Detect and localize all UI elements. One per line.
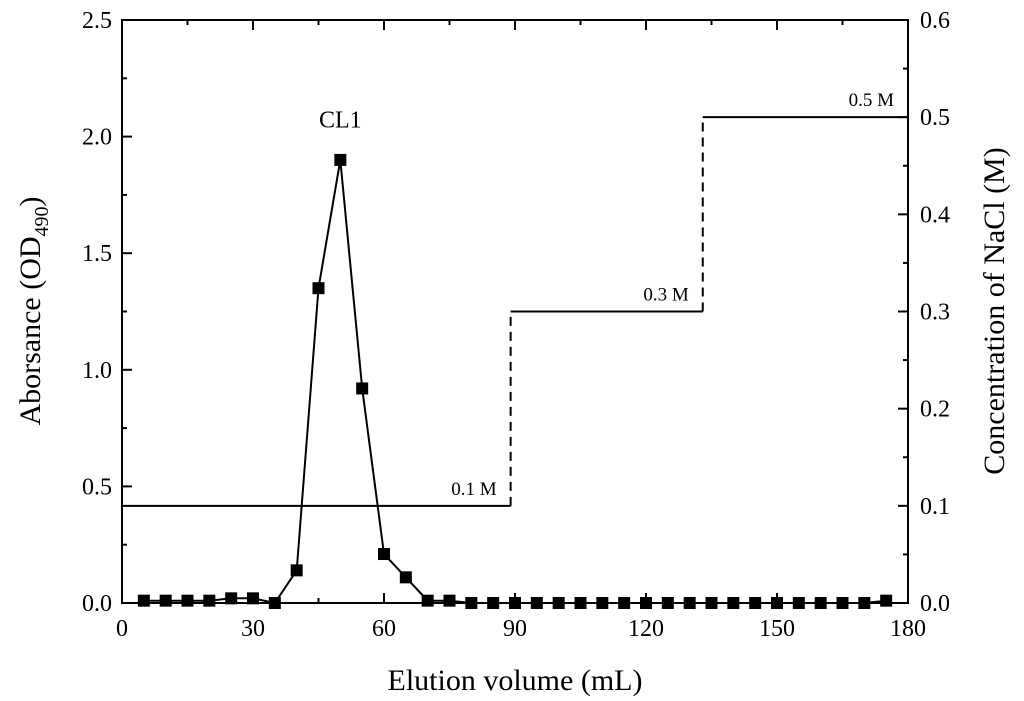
y2-tick-label: 0.4 bbox=[920, 202, 950, 228]
absorbance-point bbox=[290, 564, 303, 577]
y-tick-label: 0.0 bbox=[82, 591, 112, 617]
absorbance-point bbox=[399, 571, 412, 584]
absorbance-point bbox=[378, 548, 390, 561]
absorbance-point bbox=[552, 597, 565, 609]
nacl-step-label: 0.5 M bbox=[849, 90, 895, 111]
absorbance-point bbox=[421, 594, 434, 607]
y2-tick-label: 0.1 bbox=[920, 494, 950, 520]
absorbance-point bbox=[509, 597, 521, 609]
x-tick-label: 120 bbox=[628, 616, 664, 642]
y-axis-title-end: ) bbox=[14, 196, 47, 206]
absorbance-point bbox=[596, 597, 609, 609]
y-tick-label: 2.0 bbox=[82, 125, 112, 151]
x-tick-label: 30 bbox=[241, 616, 265, 642]
x-tick-label: 90 bbox=[503, 616, 527, 642]
y-tick-label: 1.0 bbox=[82, 358, 112, 384]
absorbance-point bbox=[858, 597, 871, 609]
absorbance-series bbox=[137, 153, 893, 609]
chart-annotations: CL1 bbox=[319, 107, 362, 133]
absorbance-point bbox=[159, 594, 172, 607]
absorbance-point bbox=[727, 597, 740, 609]
absorbance-point bbox=[574, 597, 587, 609]
peak-label: CL1 bbox=[319, 107, 362, 133]
absorbance-point bbox=[203, 594, 216, 607]
absorbance-point bbox=[465, 597, 478, 609]
absorbance-point bbox=[749, 597, 762, 609]
y-axis-title-subscript: 490 bbox=[31, 206, 53, 236]
y2-tick-label: 0.3 bbox=[920, 300, 950, 326]
x-tick-label: 180 bbox=[890, 616, 926, 642]
absorbance-point bbox=[618, 597, 631, 609]
x-axis-title: Elution volume (mL) bbox=[388, 664, 643, 697]
absorbance-point bbox=[312, 282, 325, 295]
absorbance-point bbox=[268, 597, 281, 609]
absorbance-point bbox=[356, 382, 369, 395]
absorbance-point bbox=[880, 594, 893, 607]
y-tick-label: 1.5 bbox=[82, 241, 112, 267]
absorbance-point bbox=[225, 592, 238, 605]
absorbance-point bbox=[705, 597, 718, 609]
y2-tick-label: 0.5 bbox=[920, 105, 950, 131]
y2-tick-label: 0.2 bbox=[920, 397, 950, 423]
nacl-step-label: 0.1 M bbox=[451, 479, 497, 500]
absorbance-point bbox=[683, 597, 696, 609]
absorbance-point bbox=[443, 594, 456, 607]
y-tick-label: 0.5 bbox=[82, 474, 112, 500]
absorbance-point bbox=[181, 594, 194, 607]
y-tick-label: 2.5 bbox=[82, 8, 112, 34]
absorbance-point bbox=[530, 597, 543, 609]
absorbance-point bbox=[814, 597, 827, 609]
absorbance-point bbox=[771, 597, 783, 609]
y2-tick-label: 0.6 bbox=[920, 8, 950, 34]
absorbance-point bbox=[836, 597, 849, 609]
absorbance-point bbox=[137, 594, 150, 607]
y-axis-title: Aborsance (OD490) bbox=[14, 196, 53, 425]
nacl-step-label: 0.3 M bbox=[643, 285, 689, 306]
x-tick-label: 60 bbox=[372, 616, 396, 642]
x-tick-label: 0 bbox=[116, 616, 128, 642]
y2-axis-title: Concentration of NaCl (M) bbox=[978, 147, 1011, 474]
absorbance-point bbox=[487, 597, 500, 609]
x-tick-label: 150 bbox=[759, 616, 795, 642]
absorbance-point bbox=[792, 597, 805, 609]
y-axis-title-main: Aborsance (OD bbox=[14, 236, 47, 425]
absorbance-point bbox=[247, 592, 259, 605]
y2-tick-label: 0.0 bbox=[920, 591, 950, 617]
absorbance-point bbox=[661, 597, 674, 609]
absorbance-line bbox=[143, 159, 887, 605]
axis-tick-labels: 0 30 60 90 120 150 1800.00.51.01.52.02.50.00.1… bbox=[82, 8, 950, 642]
absorbance-point bbox=[334, 153, 347, 166]
absorbance-point bbox=[640, 597, 652, 609]
nacl-step-gradient: 0.1 M 0.3 M 0.5 M bbox=[122, 90, 908, 507]
